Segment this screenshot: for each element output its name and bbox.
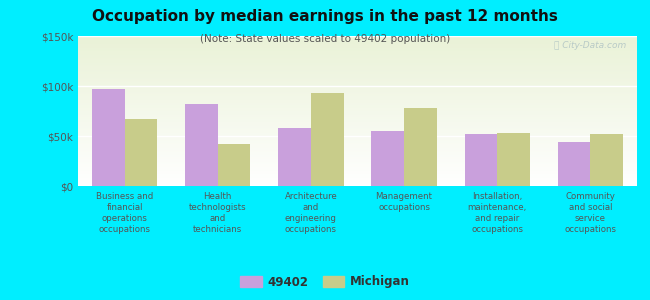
Bar (497, 133, 530, 186)
Text: ⓘ City-Data.com: ⓘ City-Data.com (554, 40, 626, 50)
Bar (465, 134, 497, 186)
Bar (558, 142, 590, 186)
Text: Installation,
maintenance,
and repair
occupations: Installation, maintenance, and repair oc… (467, 192, 527, 234)
Bar (372, 131, 404, 186)
Text: Business and
financial
operations
occupations: Business and financial operations occupa… (96, 192, 153, 234)
Text: Management
occupations: Management occupations (376, 192, 433, 212)
Text: Architecture
and
engineering
occupations: Architecture and engineering occupations (285, 192, 337, 234)
Text: Health
technologists
and
technicians: Health technologists and technicians (189, 192, 246, 234)
Bar (404, 108, 437, 186)
Bar (185, 104, 218, 186)
Bar (311, 93, 343, 186)
Bar (278, 128, 311, 186)
Bar (590, 134, 623, 186)
Legend: 49402, Michigan: 49402, Michigan (235, 271, 415, 293)
Bar (92, 89, 125, 186)
Text: Community
and social
service
occupations: Community and social service occupations (564, 192, 616, 234)
Bar (218, 144, 250, 186)
Bar (125, 119, 157, 186)
Text: Occupation by median earnings in the past 12 months: Occupation by median earnings in the pas… (92, 9, 558, 24)
Text: (Note: State values scaled to 49402 population): (Note: State values scaled to 49402 popu… (200, 34, 450, 44)
